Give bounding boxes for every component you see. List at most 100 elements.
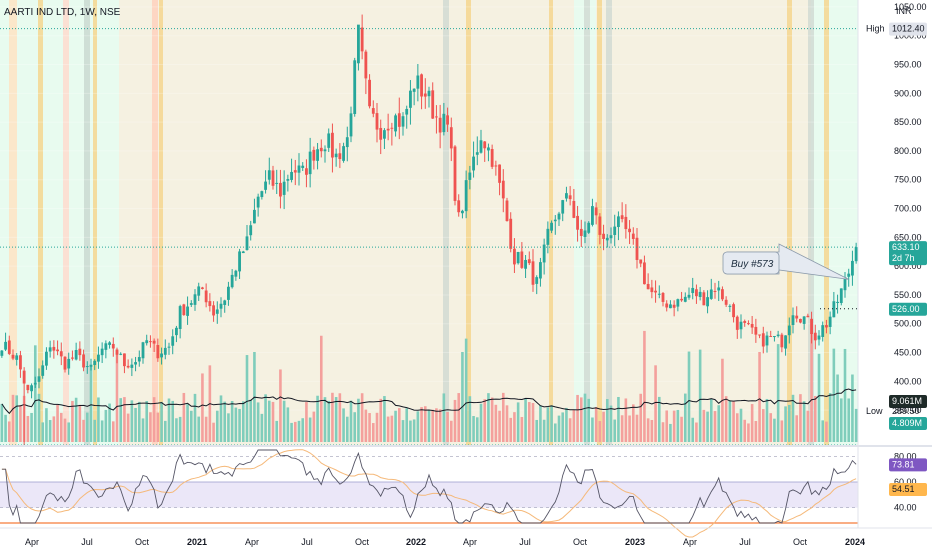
volume-bar [197,416,201,442]
highlight-stripe [584,0,590,445]
volume-bar [568,418,572,442]
candle-body [680,298,683,301]
volume-bar [364,409,368,442]
x-tick-label: Jul [81,537,93,547]
volume-bar [401,420,405,442]
candle-body [130,364,134,368]
candle-body [342,146,345,161]
candle-body [137,357,141,362]
candle-body [854,247,858,262]
candle-body [297,165,301,173]
candle-body [41,365,45,376]
candle-body [182,304,186,316]
candle-body [227,286,230,300]
volume-bar [89,365,93,442]
candle-body [695,289,698,297]
candle-body [435,116,438,118]
candle-body [71,357,74,359]
volume-bar [286,407,290,442]
candle-body [260,191,264,198]
volume-bar [743,419,747,442]
candle-body [149,341,152,343]
candle-body [539,262,542,279]
candle-body [163,347,167,355]
volume-bar [661,422,665,442]
volume-bar [349,400,353,442]
y-tick-label: 800.00 [894,146,922,156]
volume-bar [30,412,33,442]
candle-body [193,294,197,305]
highlight-stripe [84,0,90,445]
volume-bar [628,415,631,442]
candle-body [152,340,156,344]
volume-bar [137,401,141,442]
volume-bar [26,415,30,442]
volume-bar [501,392,505,442]
volume-bar [130,400,134,442]
candle-body [646,283,650,290]
candle-body [245,236,249,251]
y-tick-label: 550.00 [894,290,922,300]
candle-body [483,141,487,149]
candle-body [275,182,279,184]
volume-bar [416,411,420,442]
candle-body [74,350,78,360]
last-price-tag-box [889,241,927,266]
candle-body [409,90,412,108]
candle-body [487,147,490,151]
candle-body [97,354,100,362]
volume-bar [37,393,41,442]
candle-body [111,343,115,349]
candle-body [331,132,334,158]
volume-bar [305,401,308,442]
candle-body [706,297,709,307]
volume-bar [825,421,828,442]
volume-bar [204,416,208,442]
candle-body [175,327,178,336]
candle-body [747,323,750,325]
volume-bar [267,400,271,442]
volume-bar [353,412,357,442]
x-tick-label: Oct [135,537,150,547]
candle-body [602,233,605,239]
volume-bar [368,413,371,442]
volume-bar [475,417,479,442]
volume-bar [650,419,654,442]
volume-bar [264,394,267,442]
candle-body [769,336,773,338]
volume-bar [839,398,843,442]
volume-bar [338,393,342,442]
highlight-stripe [63,0,69,445]
volume-bar [691,417,695,442]
candle-body [301,165,305,168]
volume-bar [494,404,498,442]
candle-body [85,366,89,368]
volume-bar [810,333,813,442]
candle-body [780,334,784,348]
candle-body [461,210,464,214]
volume-bar [806,410,810,442]
candle-body [22,370,26,384]
volume-bar [178,416,182,442]
candle-body [290,171,293,180]
candle-body [379,127,383,140]
volume-bar [371,423,375,442]
volume-bar [41,422,45,442]
volume-bar [591,417,594,442]
candle-body [475,152,479,155]
candle-body [843,277,847,291]
candle-body [624,216,628,230]
x-tick-label: Apr [245,537,259,547]
volume-bar [19,405,22,442]
beige-zone [596,0,811,445]
volume-bar [160,401,163,442]
last-price-tag-text: 633.10 [892,242,920,252]
volume-bar [152,397,156,442]
volume-bar [535,419,539,442]
volume-bar [565,407,568,442]
candle-body [312,149,316,161]
x-tick-label: 2024 [845,537,865,547]
y-tick-label: 500.00 [894,319,922,329]
volume-bar [657,396,661,442]
candle-body [721,289,724,300]
